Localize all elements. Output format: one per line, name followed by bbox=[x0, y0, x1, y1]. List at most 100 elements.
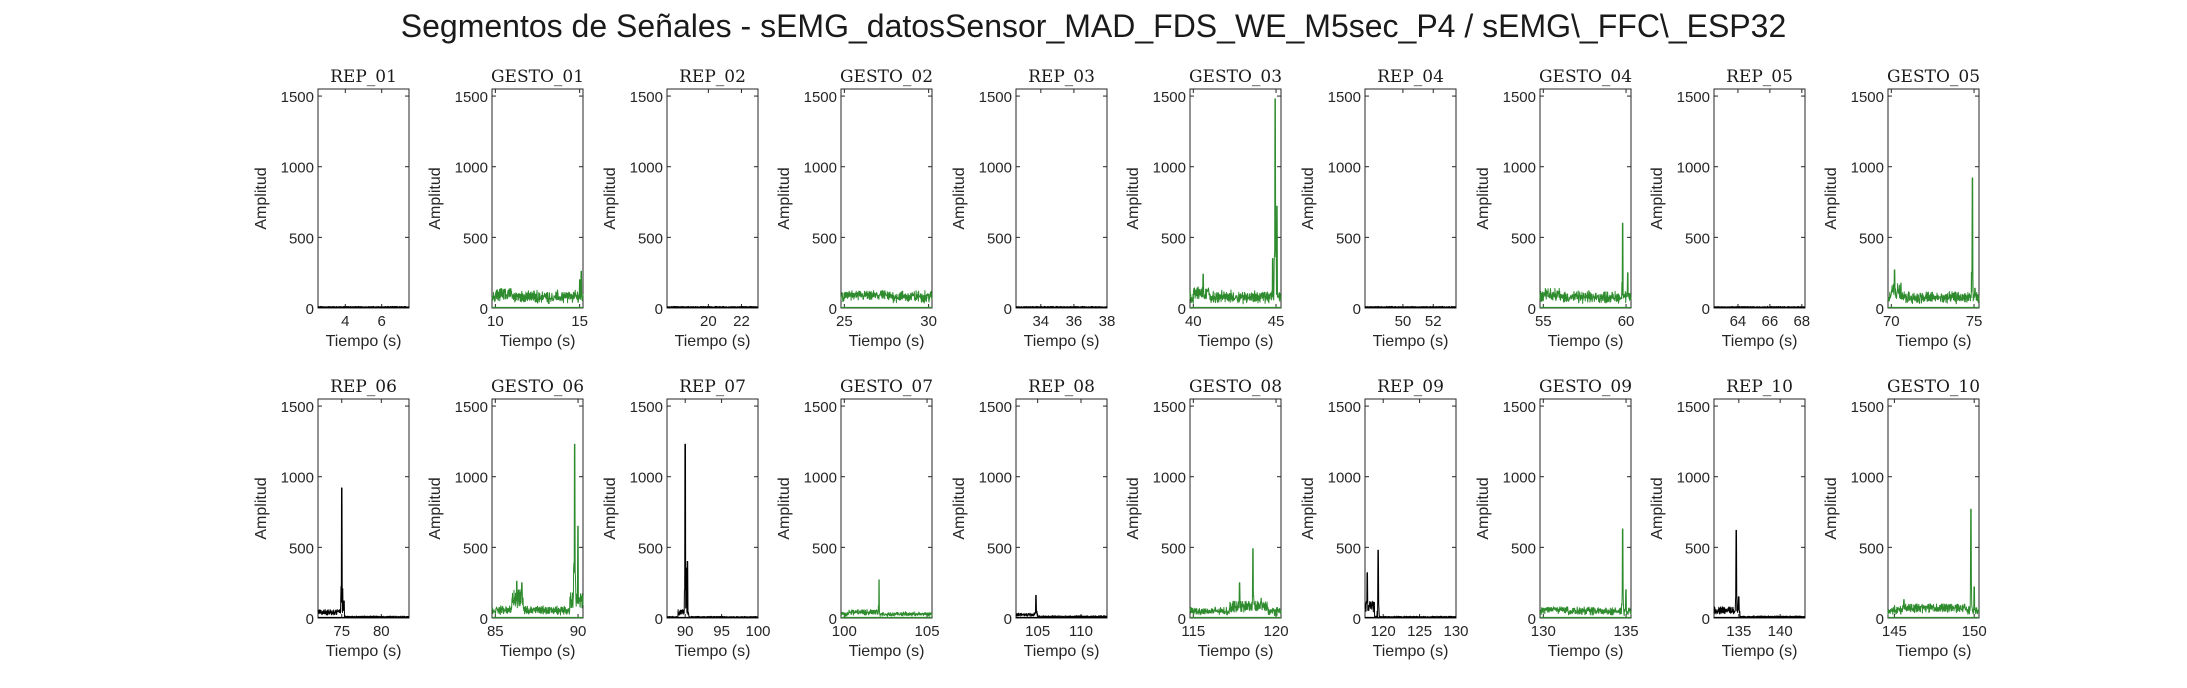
y-tick-label: 0 bbox=[829, 611, 837, 628]
y-tick-label: 0 bbox=[306, 611, 314, 628]
panel-title: REP_08 bbox=[1028, 377, 1095, 397]
y-tick-label: 1500 bbox=[979, 399, 1012, 416]
x-axis-label: Tiempo (s) bbox=[1896, 333, 1972, 350]
x-tick-label: 150 bbox=[1962, 623, 1987, 640]
y-tick-label: 500 bbox=[1511, 230, 1536, 247]
signal-line bbox=[1539, 528, 1632, 616]
y-tick-label: 500 bbox=[1336, 230, 1361, 247]
y-tick-label: 1000 bbox=[1851, 160, 1884, 177]
signal-line bbox=[1887, 177, 1980, 305]
y-tick-label: 1500 bbox=[1328, 89, 1361, 106]
y-tick-label: 500 bbox=[812, 230, 837, 247]
y-tick-label: 500 bbox=[812, 540, 837, 557]
y-axis-label: Amplitud bbox=[1300, 167, 1317, 229]
y-tick-label: 0 bbox=[1702, 611, 1710, 628]
y-tick-label: 500 bbox=[1859, 540, 1884, 557]
signal-line bbox=[1189, 548, 1282, 617]
panel-title: GESTO_10 bbox=[1887, 377, 1980, 397]
axes-box bbox=[1539, 88, 1632, 309]
x-tick-label: 135 bbox=[1726, 623, 1751, 640]
y-tick-label: 1500 bbox=[630, 399, 663, 416]
x-tick-label: 64 bbox=[1730, 313, 1747, 330]
y-tick-label: 1500 bbox=[455, 399, 488, 416]
y-tick-label: 500 bbox=[1685, 540, 1710, 557]
axes-box bbox=[1713, 398, 1806, 619]
y-tick-label: 500 bbox=[289, 540, 314, 557]
x-tick-label: 6 bbox=[378, 313, 386, 330]
x-tick-label: 130 bbox=[1443, 623, 1468, 640]
x-axis-label: Tiempo (s) bbox=[675, 333, 751, 350]
y-tick-label: 0 bbox=[655, 611, 663, 628]
y-tick-label: 1500 bbox=[1328, 399, 1361, 416]
y-tick-label: 0 bbox=[1876, 301, 1884, 318]
y-tick-label: 1000 bbox=[1677, 470, 1710, 487]
y-tick-label: 1000 bbox=[1328, 470, 1361, 487]
x-tick-label: 130 bbox=[1531, 623, 1556, 640]
x-axis-label: Tiempo (s) bbox=[1198, 333, 1274, 350]
y-tick-label: 0 bbox=[655, 301, 663, 318]
y-tick-label: 1500 bbox=[1677, 399, 1710, 416]
x-tick-label: 90 bbox=[677, 623, 694, 640]
x-tick-label: 80 bbox=[373, 623, 390, 640]
y-tick-label: 0 bbox=[1353, 301, 1361, 318]
x-tick-label: 105 bbox=[915, 623, 940, 640]
x-axis-label: Tiempo (s) bbox=[849, 333, 925, 350]
x-tick-label: 75 bbox=[333, 623, 350, 640]
x-tick-label: 75 bbox=[1966, 313, 1983, 330]
y-tick-label: 500 bbox=[1336, 540, 1361, 557]
axes-box bbox=[491, 398, 584, 619]
x-axis-label: Tiempo (s) bbox=[1198, 643, 1274, 660]
y-tick-label: 0 bbox=[1178, 301, 1186, 318]
panel-title: GESTO_07 bbox=[840, 377, 933, 397]
y-axis-label: Amplitud bbox=[1649, 477, 1666, 539]
y-tick-label: 1000 bbox=[281, 160, 314, 177]
y-axis-label: Amplitud bbox=[427, 167, 444, 229]
x-tick-label: 60 bbox=[1618, 313, 1635, 330]
signal-line bbox=[1713, 529, 1806, 618]
y-tick-label: 1000 bbox=[804, 470, 837, 487]
signal-line bbox=[491, 270, 584, 305]
y-tick-label: 500 bbox=[1161, 540, 1186, 557]
panel-title: REP_03 bbox=[1028, 67, 1095, 87]
y-axis-label: Amplitud bbox=[602, 477, 619, 539]
x-tick-label: 34 bbox=[1032, 313, 1049, 330]
y-axis-label: Amplitud bbox=[1125, 477, 1142, 539]
y-tick-label: 1000 bbox=[1328, 160, 1361, 177]
x-tick-label: 70 bbox=[1883, 313, 1900, 330]
x-tick-label: 45 bbox=[1268, 313, 1285, 330]
panel-title: REP_07 bbox=[679, 377, 746, 397]
axes-box bbox=[317, 398, 410, 619]
axes-box bbox=[1015, 398, 1108, 619]
panel-title: REP_09 bbox=[1377, 377, 1444, 397]
axes-box bbox=[1015, 88, 1108, 309]
y-tick-label: 500 bbox=[987, 230, 1012, 247]
axes-box bbox=[1539, 398, 1632, 619]
x-tick-label: 100 bbox=[832, 623, 857, 640]
y-tick-label: 500 bbox=[1511, 540, 1536, 557]
x-tick-label: 38 bbox=[1099, 313, 1116, 330]
y-axis-label: Amplitud bbox=[427, 477, 444, 539]
x-tick-label: 110 bbox=[1069, 623, 1093, 640]
axes-box bbox=[1887, 398, 1980, 619]
x-tick-label: 95 bbox=[713, 623, 730, 640]
x-tick-label: 100 bbox=[745, 623, 770, 640]
panel-title: GESTO_09 bbox=[1539, 377, 1632, 397]
panel-title: GESTO_04 bbox=[1539, 67, 1632, 87]
y-axis-label: Amplitud bbox=[1475, 167, 1492, 229]
x-tick-label: 66 bbox=[1762, 313, 1779, 330]
y-tick-label: 1000 bbox=[455, 470, 488, 487]
panel-title: GESTO_05 bbox=[1887, 67, 1980, 87]
signal-line bbox=[1887, 508, 1980, 616]
y-tick-label: 1000 bbox=[1153, 470, 1186, 487]
y-tick-label: 1500 bbox=[1851, 399, 1884, 416]
x-tick-label: 36 bbox=[1066, 313, 1083, 330]
y-axis-label: Amplitud bbox=[951, 167, 968, 229]
y-tick-label: 500 bbox=[638, 540, 663, 557]
signal-line bbox=[1189, 98, 1282, 305]
signal-line bbox=[840, 289, 933, 304]
x-axis-label: Tiempo (s) bbox=[1024, 333, 1100, 350]
y-tick-label: 1000 bbox=[455, 160, 488, 177]
panel-title: REP_10 bbox=[1726, 377, 1793, 397]
figure-title: Segmentos de Señales - sEMG_datosSensor_… bbox=[400, 8, 1787, 44]
